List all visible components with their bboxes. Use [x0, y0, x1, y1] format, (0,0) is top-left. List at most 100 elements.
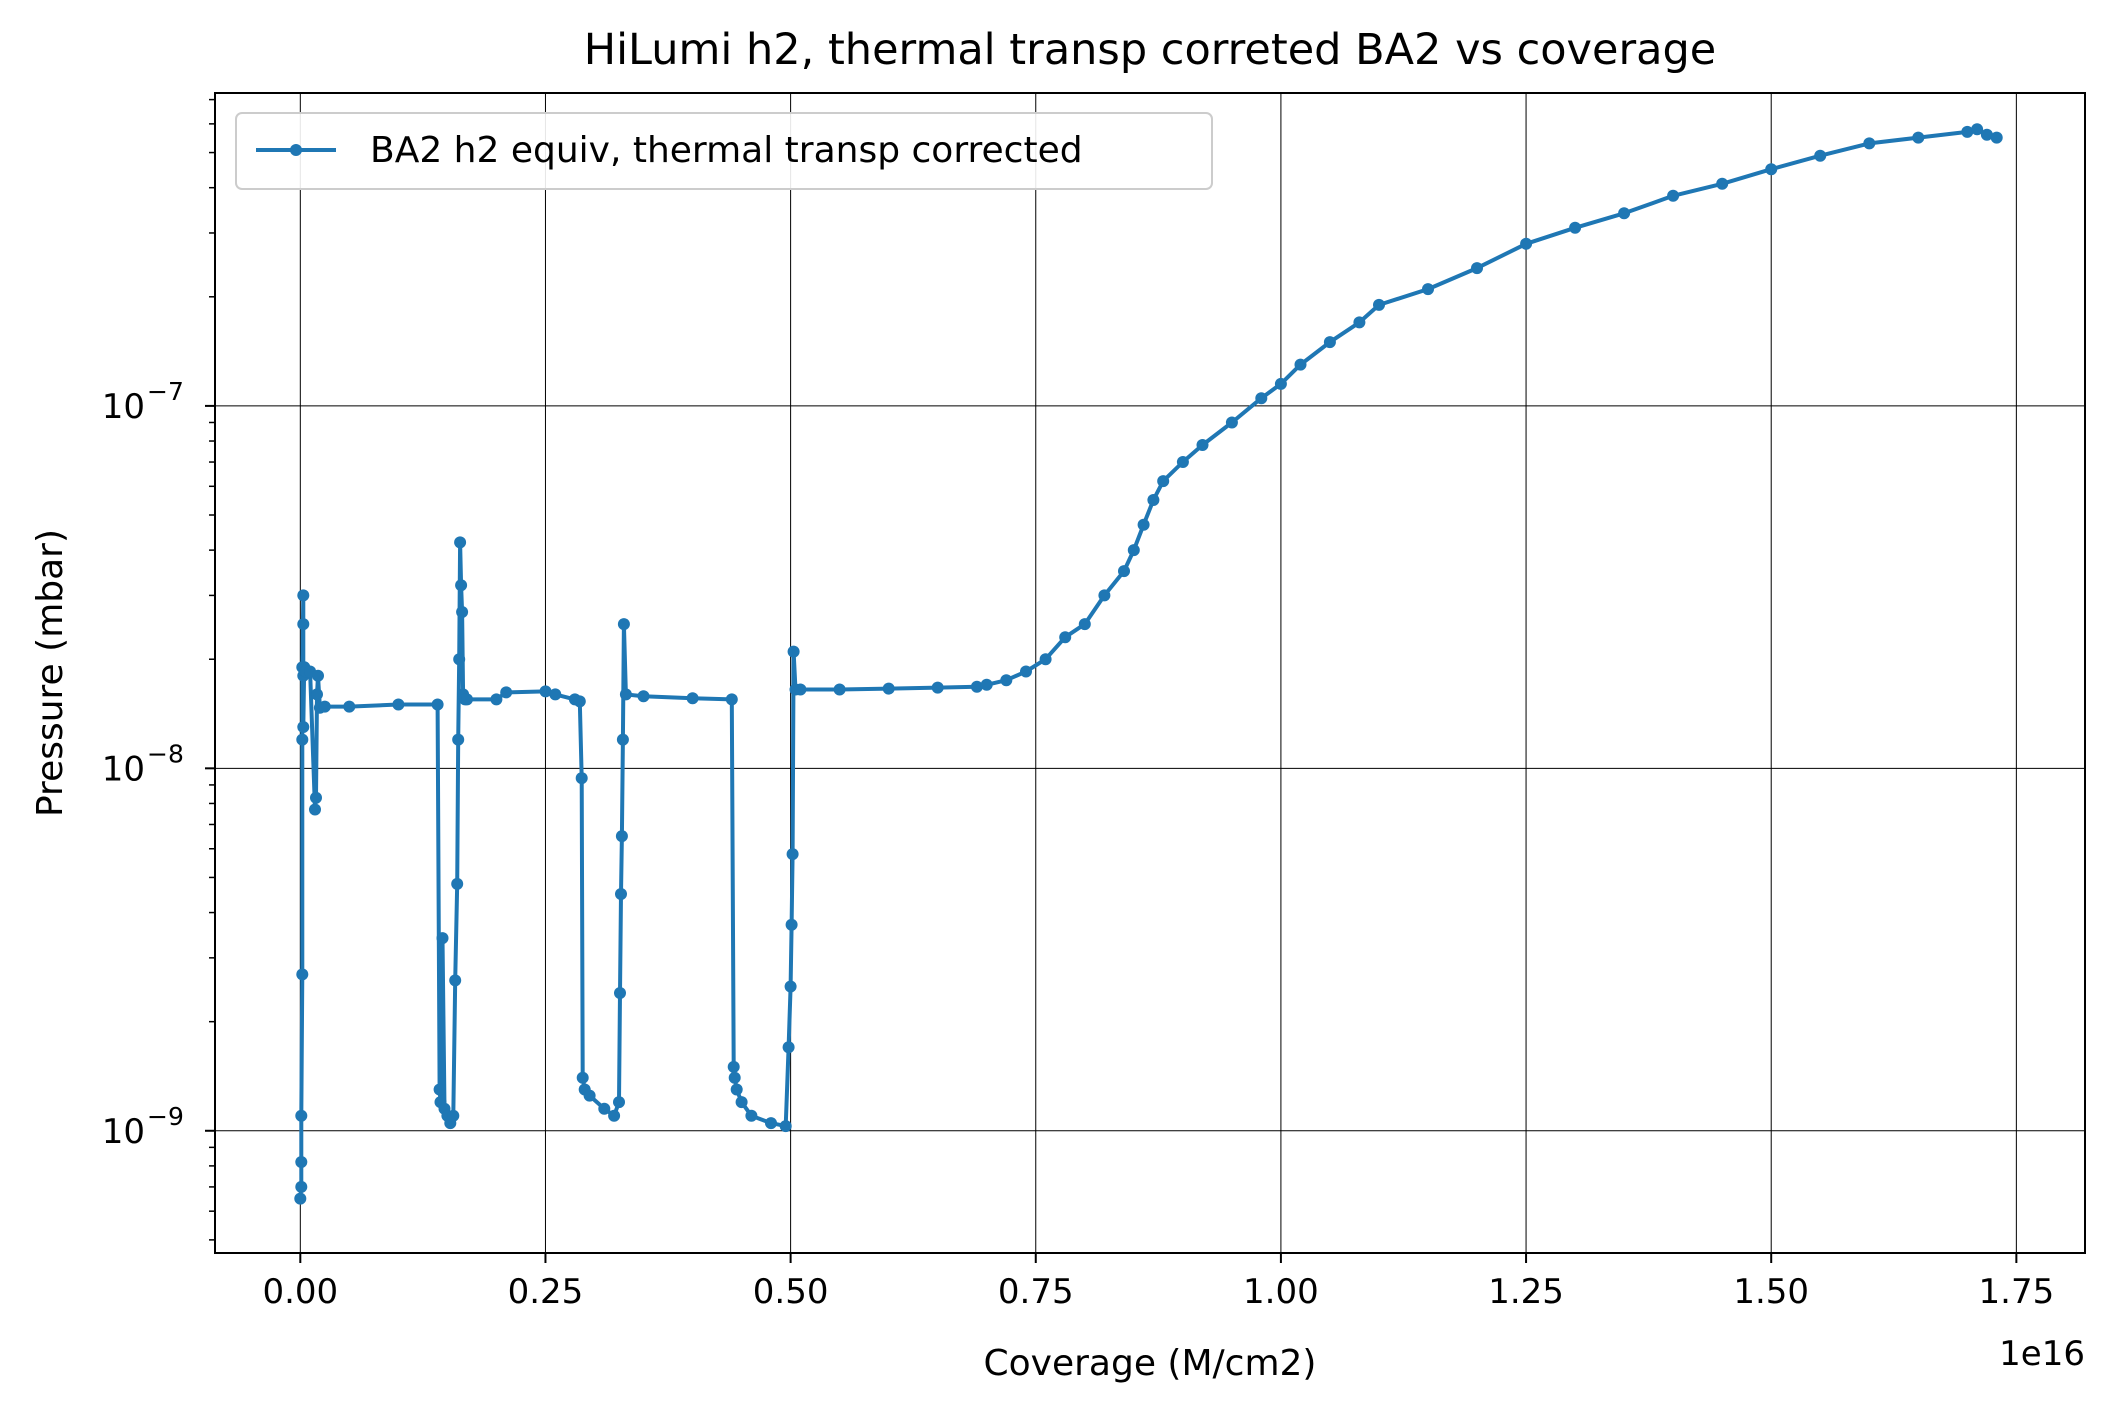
data-point	[296, 968, 309, 981]
y-tick-label: 10	[102, 1112, 145, 1152]
data-point	[436, 932, 449, 945]
data-point	[309, 803, 321, 816]
data-point	[725, 693, 738, 706]
data-point	[1667, 189, 1680, 202]
data-point	[1020, 665, 1032, 678]
data-point	[1814, 149, 1827, 162]
data-point	[1990, 131, 2003, 144]
y-axis-ticks: 10−910−810−7	[102, 98, 215, 1241]
x-tick-label: 1.50	[1733, 1272, 1809, 1312]
data-point	[598, 1102, 611, 1115]
data-point	[1971, 123, 1984, 136]
y-tick-label: 10	[102, 749, 145, 789]
y-axis-label: Pressure (mbar)	[30, 529, 71, 817]
y-tick-label: 10	[102, 387, 145, 427]
data-point	[782, 1041, 795, 1054]
data-point	[454, 536, 467, 549]
data-point	[617, 618, 630, 631]
data-point	[297, 618, 310, 631]
data-point	[615, 830, 628, 843]
data-point	[619, 688, 632, 701]
data-point	[735, 1096, 748, 1109]
data-point	[1294, 358, 1307, 371]
data-point	[433, 1083, 446, 1096]
data-point	[575, 772, 588, 785]
data-point	[1323, 336, 1336, 349]
data-point	[616, 733, 629, 746]
data-point	[1196, 439, 1209, 451]
x-tick-label: 0.50	[753, 1272, 829, 1312]
data-point	[447, 1109, 460, 1122]
data-point	[1157, 475, 1170, 488]
data-point	[500, 686, 513, 699]
data-point	[1471, 262, 1483, 275]
data-point	[297, 721, 310, 733]
data-point	[490, 693, 503, 706]
data-point	[1373, 298, 1385, 311]
data-point	[1059, 631, 1072, 644]
legend-label: BA2 h2 equiv, thermal transp corrected	[370, 130, 1083, 171]
data-point	[1863, 137, 1876, 150]
data-point	[451, 877, 464, 890]
y-tick-exponent: −7	[147, 377, 184, 406]
data-point	[1225, 416, 1238, 429]
data-point	[613, 1096, 625, 1109]
x-tick-label: 0.00	[262, 1272, 338, 1312]
data-point	[461, 693, 473, 706]
data-point	[1147, 494, 1160, 506]
data-point	[1765, 163, 1778, 176]
data-point	[1353, 316, 1366, 329]
data-point	[343, 700, 356, 713]
data-point	[295, 1180, 308, 1193]
x-axis-label: Coverage (M/cm2)	[984, 1343, 1317, 1384]
data-point	[392, 698, 405, 711]
data-point	[431, 698, 444, 711]
data-point	[1716, 177, 1729, 190]
data-point	[882, 682, 895, 695]
data-point	[455, 579, 468, 592]
y-tick-exponent: −9	[147, 1102, 184, 1131]
data-point	[452, 733, 465, 746]
data-point	[295, 1156, 308, 1168]
data-point	[785, 918, 798, 931]
data-point	[686, 692, 699, 705]
data-point	[608, 1109, 621, 1122]
x-axis-scale-label: 1e16	[1999, 1334, 2085, 1374]
x-tick-label: 1.75	[1979, 1272, 2055, 1312]
data-point	[787, 645, 800, 658]
x-tick-label: 1.25	[1488, 1272, 1564, 1312]
data-point	[312, 669, 324, 682]
data-point	[453, 653, 466, 666]
data-point	[637, 690, 650, 703]
data-point	[745, 1109, 758, 1122]
y-tick-exponent: −8	[147, 739, 184, 768]
data-point	[794, 683, 807, 696]
data-point	[614, 987, 626, 999]
data-point	[310, 791, 322, 804]
data-point	[1569, 221, 1582, 234]
data-point	[728, 1071, 741, 1084]
data-point	[730, 1083, 743, 1096]
data-point	[549, 688, 562, 701]
data-point	[1422, 283, 1434, 296]
grid-lines	[215, 93, 2085, 1253]
data-point	[576, 1071, 589, 1084]
data-point	[779, 1120, 792, 1133]
data-point	[980, 678, 993, 691]
data-point	[1176, 456, 1189, 468]
data-point	[1961, 125, 1974, 138]
data-point	[765, 1117, 777, 1130]
data-point	[1127, 544, 1140, 557]
data-point	[573, 695, 586, 708]
data-point	[539, 685, 552, 698]
data-point	[297, 589, 310, 602]
data-point	[786, 848, 799, 861]
series-layer	[294, 123, 2003, 1205]
data-point	[1118, 565, 1130, 578]
data-point	[615, 888, 627, 900]
data-point	[1098, 589, 1111, 602]
data-point	[727, 1060, 740, 1073]
data-point	[294, 1192, 307, 1205]
legend-marker-sample	[290, 144, 302, 156]
